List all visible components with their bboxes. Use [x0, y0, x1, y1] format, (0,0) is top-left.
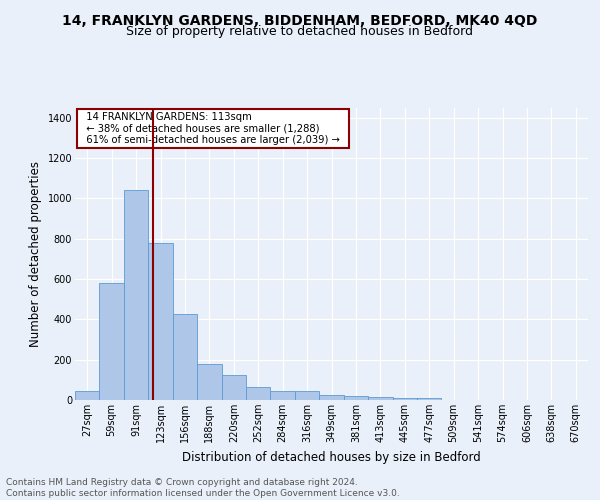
Bar: [173, 314, 197, 400]
Text: 14 FRANKLYN GARDENS: 113sqm  
  ← 38% of detached houses are smaller (1,288)  
 : 14 FRANKLYN GARDENS: 113sqm ← 38% of det…: [80, 112, 346, 145]
X-axis label: Distribution of detached houses by size in Bedford: Distribution of detached houses by size …: [182, 450, 481, 464]
Bar: [124, 190, 148, 400]
Bar: [392, 398, 417, 400]
Bar: [417, 398, 442, 400]
Bar: [221, 376, 246, 400]
Bar: [246, 388, 271, 400]
Bar: [271, 390, 295, 400]
Text: Size of property relative to detached houses in Bedford: Size of property relative to detached ho…: [127, 25, 473, 38]
Bar: [344, 396, 368, 400]
Bar: [295, 390, 319, 400]
Bar: [197, 364, 221, 400]
Bar: [368, 397, 392, 400]
Text: 14, FRANKLYN GARDENS, BIDDENHAM, BEDFORD, MK40 4QD: 14, FRANKLYN GARDENS, BIDDENHAM, BEDFORD…: [62, 14, 538, 28]
Text: Contains HM Land Registry data © Crown copyright and database right 2024.
Contai: Contains HM Land Registry data © Crown c…: [6, 478, 400, 498]
Bar: [75, 390, 100, 400]
Bar: [148, 242, 173, 400]
Bar: [319, 395, 344, 400]
Y-axis label: Number of detached properties: Number of detached properties: [29, 161, 42, 347]
Bar: [100, 284, 124, 400]
